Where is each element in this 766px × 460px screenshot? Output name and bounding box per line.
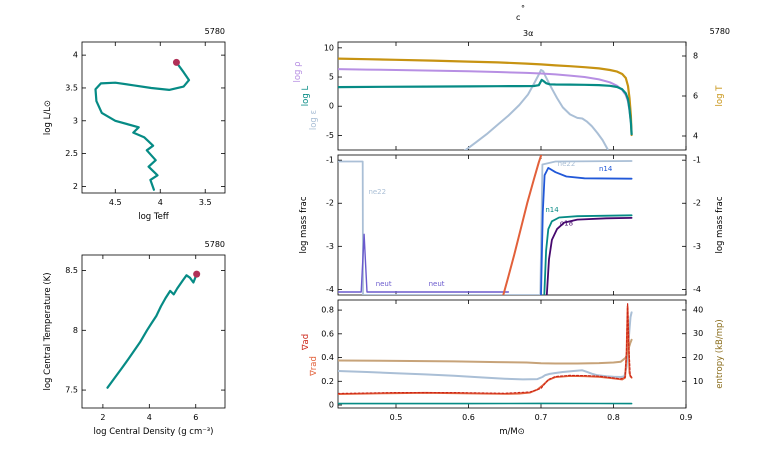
y-axis-label: log mass frac [299, 196, 309, 253]
curve-label-n14: n14 [545, 206, 559, 214]
current-model-marker [193, 270, 201, 278]
y-tick-label: 4 [73, 51, 78, 60]
y-tick-label: 8 [73, 326, 78, 335]
y-axis-label: ∇rad [309, 356, 319, 377]
y2-tick-label: -4 [693, 285, 701, 294]
y-axis-label: ∇ad [301, 334, 311, 351]
series-grad-rad [338, 305, 633, 396]
x-tick-label: 3.5 [199, 198, 212, 207]
series-he4 [502, 155, 543, 295]
y-tick-label: 2 [73, 182, 78, 191]
current-model-marker [172, 58, 180, 66]
y-tick-label: 10 [324, 43, 334, 52]
y2-tick-label: 30 [693, 329, 703, 338]
y-tick-label: 0 [329, 401, 334, 410]
profile-gradient-panel-frame [337, 299, 687, 409]
y2-axis-label: entropy (kB/mp) [715, 319, 725, 389]
x-axis-label: log Central Density (g cm⁻³) [94, 427, 214, 437]
y-tick-label: 2.5 [65, 149, 78, 158]
series-evolution-track [94, 61, 191, 191]
y-tick-label: -5 [326, 131, 334, 140]
y2-tick-label: -2 [693, 199, 701, 208]
y-axis-label: log L/L⊙ [43, 100, 53, 135]
y-axis-label: log ε [309, 109, 319, 130]
y-tick-label: 0.6 [321, 329, 334, 338]
y-tick-label: -1 [326, 156, 334, 165]
y-tick-label: 7.5 [65, 386, 78, 395]
curve-label-ne22: ne22 [558, 160, 576, 168]
annotation-center-label: c [516, 13, 521, 22]
model-number: 5780 [710, 27, 730, 36]
curve-label-neut: neut [429, 280, 445, 288]
y-axis-label: log Central Temperature (K) [43, 272, 53, 390]
curve-label-neut: neut [376, 280, 392, 288]
x-axis-label: log Teff [138, 212, 170, 222]
central-t-rho-frame [81, 254, 226, 409]
y-tick-label: 3.5 [65, 83, 78, 92]
x-tick-label: 4 [147, 413, 152, 422]
y2-axis-label: log T [715, 85, 725, 107]
y2-tick-label: 10 [693, 377, 703, 386]
y-tick-label: -4 [326, 285, 334, 294]
series-grad-ad [338, 338, 633, 365]
x-tick-label: 0.6 [462, 413, 475, 422]
x-tick-label: 0.8 [607, 413, 620, 422]
x-tick-label: 0.7 [535, 413, 548, 422]
series-log-t [338, 57, 633, 137]
y-tick-label: 3 [73, 116, 78, 125]
y-tick-label: -2 [326, 199, 334, 208]
y-tick-label: -3 [326, 242, 334, 251]
y2-tick-label: 20 [693, 353, 703, 362]
x-tick-label: 4 [158, 198, 163, 207]
y2-tick-label: 4 [693, 132, 698, 141]
series-log-l [338, 78, 633, 136]
curve-label-o18: o18 [560, 220, 573, 228]
y-tick-label: 0.8 [321, 306, 334, 315]
profile-structure-panel-frame [337, 41, 687, 151]
x-tick-label: 0.5 [390, 413, 403, 422]
profile-abundance-panel-frame [337, 154, 687, 296]
y-tick-label: 8.5 [65, 266, 78, 275]
model-number: 5780 [205, 27, 225, 36]
y2-tick-label: -1 [693, 156, 701, 165]
annotation-burn-3alpha: 3α [523, 29, 534, 38]
x-tick-label: 0.9 [680, 413, 693, 422]
series-grad-t [338, 302, 633, 395]
curve-label-n14: n14 [599, 165, 613, 173]
x-tick-label: 2 [100, 413, 105, 422]
model-number: 5780 [205, 240, 225, 249]
y2-tick-label: 40 [693, 305, 703, 314]
series-eps-nuc [464, 69, 609, 150]
series-o18 [545, 216, 633, 295]
y-tick-label: 0.4 [321, 353, 334, 362]
y-tick-label: 0.2 [321, 377, 334, 386]
series-neut [338, 233, 510, 293]
annotation-degree-symbol: ° [521, 4, 525, 13]
y2-axis-label: log mass frac [715, 196, 725, 253]
curve-label-ne22: ne22 [368, 188, 386, 196]
y2-tick-label: 8 [693, 52, 698, 61]
x-tick-label: 6 [193, 413, 198, 422]
y-tick-label: 0 [329, 102, 334, 111]
series-entropy [338, 311, 633, 381]
series-n14 [540, 166, 633, 295]
y-axis-label: log L [301, 86, 311, 107]
series-ne22 [338, 160, 633, 295]
hr-diagram-frame [81, 41, 226, 194]
y2-tick-label: -3 [693, 242, 701, 251]
series-c13 [543, 214, 633, 295]
x-tick-label: 4.5 [109, 198, 122, 207]
x-axis-label: m/M⊙ [499, 427, 525, 437]
y2-tick-label: 6 [693, 92, 698, 101]
y-axis-label: log ρ [293, 61, 303, 82]
series-central-track [106, 274, 198, 389]
y-tick-label: 5 [329, 73, 334, 82]
